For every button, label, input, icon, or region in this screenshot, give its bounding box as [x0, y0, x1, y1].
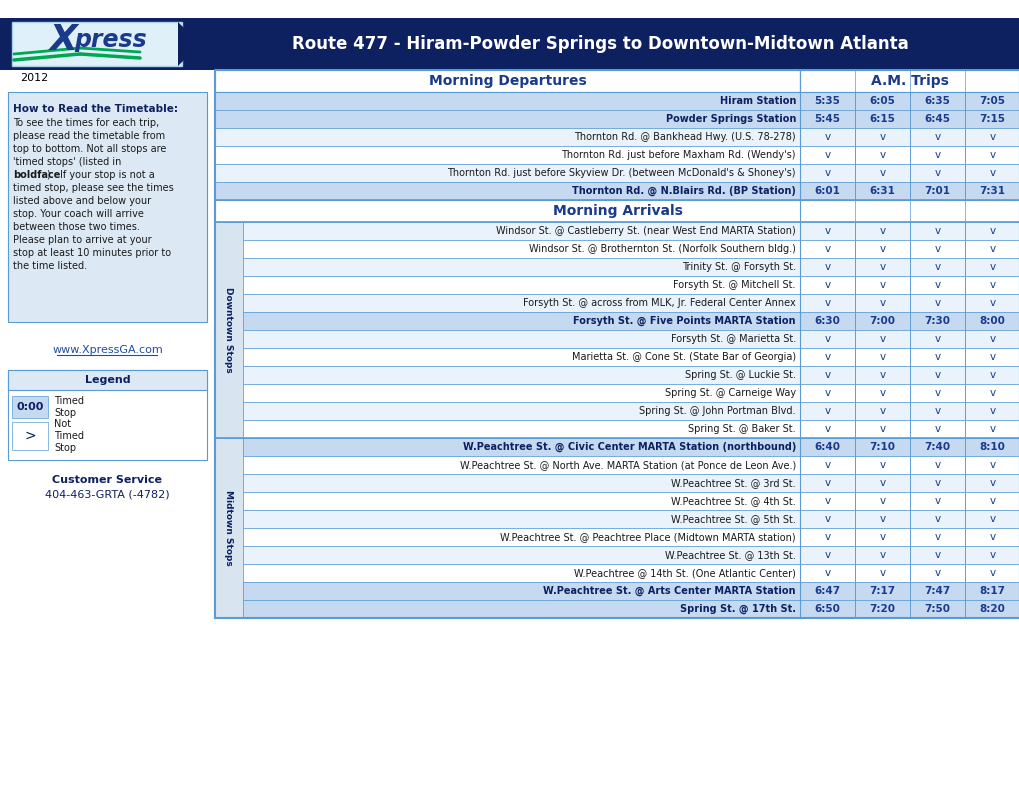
Text: v: v [933, 568, 940, 578]
Text: 7:00: 7:00 [868, 316, 895, 326]
Text: 8:10: 8:10 [978, 442, 1005, 452]
Text: 0:00: 0:00 [16, 402, 44, 412]
Text: v: v [933, 168, 940, 178]
Text: 7:31: 7:31 [978, 186, 1005, 196]
Text: v: v [823, 568, 829, 578]
Text: v: v [933, 406, 940, 416]
FancyBboxPatch shape [215, 438, 243, 618]
FancyBboxPatch shape [909, 182, 964, 200]
Text: v: v [988, 460, 995, 470]
FancyBboxPatch shape [799, 438, 854, 456]
Text: v: v [878, 370, 884, 380]
FancyBboxPatch shape [909, 384, 964, 402]
FancyBboxPatch shape [799, 222, 854, 240]
Text: Windsor St. @ Castleberry St. (near West End MARTA Station): Windsor St. @ Castleberry St. (near West… [496, 226, 795, 236]
Text: Please plan to arrive at your: Please plan to arrive at your [13, 235, 152, 245]
FancyBboxPatch shape [799, 128, 854, 146]
Text: v: v [823, 226, 829, 236]
FancyBboxPatch shape [243, 528, 799, 546]
Text: press: press [74, 28, 147, 52]
FancyBboxPatch shape [909, 330, 964, 348]
Text: v: v [933, 478, 940, 488]
Text: 5:45: 5:45 [814, 114, 840, 124]
FancyBboxPatch shape [799, 420, 854, 438]
Text: Forsyth St. @ across from MLK, Jr. Federal Center Annex: Forsyth St. @ across from MLK, Jr. Feder… [523, 298, 795, 308]
Text: Forsyth St. @ Mitchell St.: Forsyth St. @ Mitchell St. [673, 280, 795, 290]
FancyBboxPatch shape [854, 492, 909, 510]
FancyBboxPatch shape [909, 312, 964, 330]
Text: 7:05: 7:05 [978, 96, 1005, 106]
FancyBboxPatch shape [243, 438, 799, 456]
Text: listed above and below your: listed above and below your [13, 196, 151, 206]
Text: v: v [933, 388, 940, 398]
FancyBboxPatch shape [799, 182, 854, 200]
FancyBboxPatch shape [964, 146, 1019, 164]
Text: A.M. Trips: A.M. Trips [870, 74, 948, 88]
FancyBboxPatch shape [854, 240, 909, 258]
Text: 6:50: 6:50 [814, 604, 840, 614]
Text: v: v [933, 262, 940, 272]
FancyBboxPatch shape [909, 92, 964, 110]
Text: v: v [823, 280, 829, 290]
FancyBboxPatch shape [215, 70, 799, 92]
FancyBboxPatch shape [964, 546, 1019, 564]
Text: v: v [823, 424, 829, 434]
Text: v: v [988, 496, 995, 506]
Text: Powder Springs Station: Powder Springs Station [665, 114, 795, 124]
FancyBboxPatch shape [854, 294, 909, 312]
Text: Legend: Legend [85, 375, 130, 385]
Text: v: v [988, 262, 995, 272]
Text: 7:47: 7:47 [923, 586, 950, 596]
FancyBboxPatch shape [909, 564, 964, 582]
FancyBboxPatch shape [964, 564, 1019, 582]
Text: v: v [988, 244, 995, 254]
Text: 8:17: 8:17 [978, 586, 1005, 596]
FancyBboxPatch shape [12, 22, 181, 66]
FancyBboxPatch shape [854, 510, 909, 528]
Text: How to Read the Timetable:: How to Read the Timetable: [13, 104, 178, 114]
Text: v: v [988, 550, 995, 560]
FancyBboxPatch shape [243, 276, 799, 294]
FancyBboxPatch shape [799, 164, 854, 182]
FancyBboxPatch shape [243, 258, 799, 276]
Text: stop at least 10 minutes prior to: stop at least 10 minutes prior to [13, 248, 171, 258]
Text: 6:15: 6:15 [869, 114, 895, 124]
FancyBboxPatch shape [243, 456, 799, 474]
Text: Spring St. @ Carneige Way: Spring St. @ Carneige Way [664, 388, 795, 398]
FancyBboxPatch shape [854, 600, 909, 618]
FancyBboxPatch shape [964, 420, 1019, 438]
FancyBboxPatch shape [799, 384, 854, 402]
Text: Windsor St. @ Brothernton St. (Norfolk Southern bldg.): Windsor St. @ Brothernton St. (Norfolk S… [529, 244, 795, 254]
FancyBboxPatch shape [799, 294, 854, 312]
Text: 7:10: 7:10 [868, 442, 895, 452]
FancyBboxPatch shape [215, 110, 799, 128]
FancyBboxPatch shape [799, 258, 854, 276]
Text: v: v [823, 168, 829, 178]
FancyBboxPatch shape [909, 438, 964, 456]
Text: v: v [823, 334, 829, 344]
FancyBboxPatch shape [909, 492, 964, 510]
Text: v: v [878, 168, 884, 178]
FancyBboxPatch shape [243, 420, 799, 438]
Text: v: v [933, 334, 940, 344]
FancyBboxPatch shape [243, 402, 799, 420]
Text: v: v [878, 424, 884, 434]
FancyBboxPatch shape [799, 528, 854, 546]
FancyBboxPatch shape [854, 146, 909, 164]
FancyBboxPatch shape [8, 370, 207, 390]
FancyBboxPatch shape [854, 128, 909, 146]
FancyBboxPatch shape [8, 370, 207, 460]
FancyBboxPatch shape [799, 348, 854, 366]
FancyBboxPatch shape [243, 330, 799, 348]
FancyBboxPatch shape [964, 366, 1019, 384]
Text: v: v [988, 514, 995, 524]
FancyBboxPatch shape [854, 110, 909, 128]
FancyBboxPatch shape [854, 474, 909, 492]
Text: v: v [823, 532, 829, 542]
Text: v: v [988, 388, 995, 398]
Text: Thornton Rd. @ N.Blairs Rd. (BP Station): Thornton Rd. @ N.Blairs Rd. (BP Station) [572, 186, 795, 196]
FancyBboxPatch shape [215, 182, 799, 200]
Text: 6:35: 6:35 [923, 96, 950, 106]
Text: 6:47: 6:47 [813, 586, 840, 596]
